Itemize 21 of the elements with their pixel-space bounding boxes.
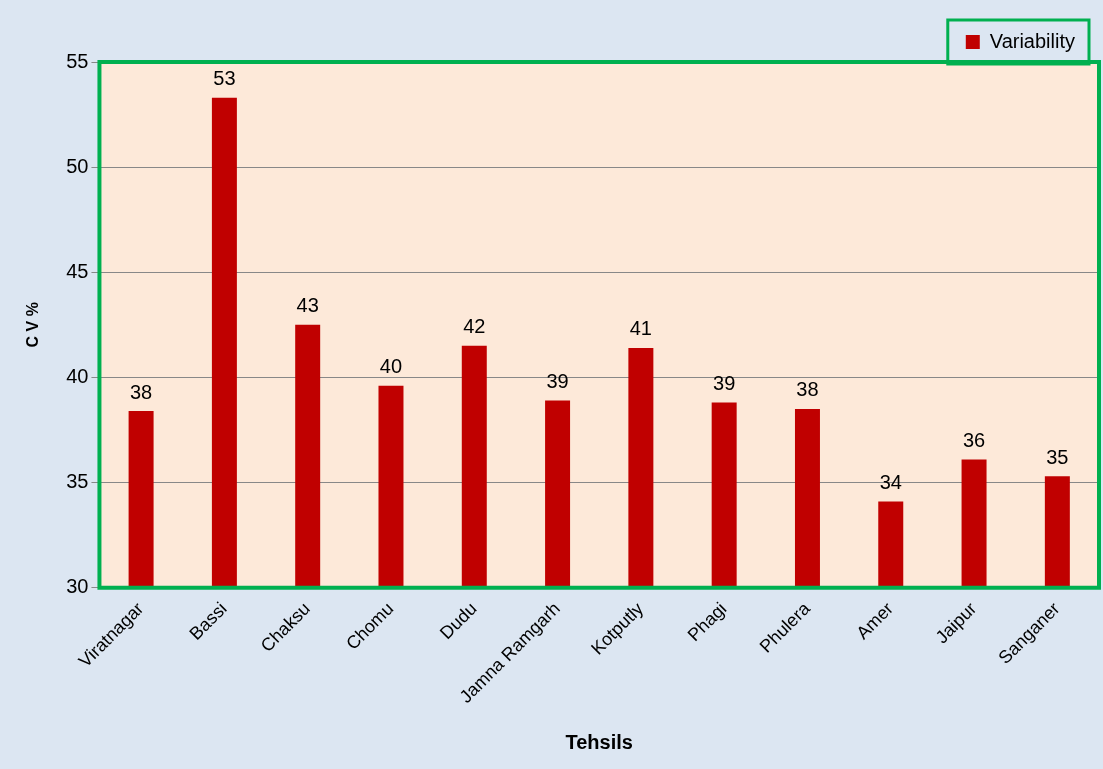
data-label: 53 [213,67,236,90]
y-tick-label: 50 [66,154,89,177]
data-label: 38 [129,380,153,403]
y-tick-label: 35 [66,470,89,493]
data-label: 38 [796,378,819,401]
data-label: 39 [546,370,569,393]
data-label: 39 [713,372,736,395]
y-axis-title: C V % [24,302,42,348]
data-label: 35 [1046,445,1069,468]
legend-label: Variability [989,29,1075,52]
y-tick-label: 30 [66,575,89,598]
y-tick-label: 45 [66,259,89,282]
data-label: 34 [879,470,902,493]
x-axis-title: Tehsils [565,730,633,753]
data-label: 40 [379,355,403,378]
data-label: 41 [629,317,652,340]
data-label: 43 [296,294,319,317]
data-label: 42 [463,315,486,338]
data-label: 36 [962,428,986,451]
y-tick-label: 40 [66,364,89,387]
y-tick-label: 55 [66,49,89,72]
